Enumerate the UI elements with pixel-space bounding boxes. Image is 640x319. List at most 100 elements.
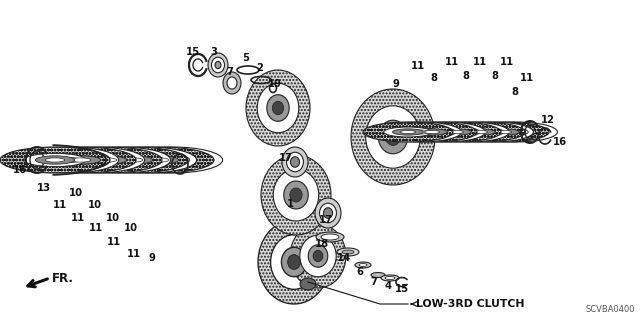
Ellipse shape [435,122,525,142]
Ellipse shape [365,106,420,168]
Ellipse shape [458,130,478,134]
Ellipse shape [379,122,461,142]
Ellipse shape [337,248,359,256]
Ellipse shape [392,129,424,135]
Ellipse shape [480,127,528,137]
Ellipse shape [159,157,184,163]
Text: 8: 8 [431,73,438,83]
Ellipse shape [323,208,333,218]
Text: 8: 8 [463,71,470,81]
Ellipse shape [273,101,284,115]
Ellipse shape [456,127,504,137]
Ellipse shape [24,153,86,167]
Ellipse shape [496,130,512,134]
Ellipse shape [424,130,440,134]
Ellipse shape [451,122,533,142]
Text: 17: 17 [279,153,293,163]
Text: 18: 18 [315,239,329,249]
Ellipse shape [408,127,456,137]
Text: 13: 13 [37,183,51,193]
Ellipse shape [459,122,549,142]
Text: 11: 11 [89,223,103,233]
Ellipse shape [273,169,319,221]
Ellipse shape [50,153,112,167]
Ellipse shape [17,147,118,173]
Text: 12: 12 [541,115,555,125]
Text: 8: 8 [511,87,518,97]
Ellipse shape [424,128,464,136]
Text: 3: 3 [211,47,218,57]
Ellipse shape [475,122,557,142]
Text: 7: 7 [227,67,234,77]
Ellipse shape [496,128,536,136]
Ellipse shape [261,155,331,235]
Ellipse shape [133,157,159,163]
Text: 11: 11 [520,73,534,83]
Ellipse shape [300,235,336,277]
Ellipse shape [315,198,341,228]
Ellipse shape [113,156,152,164]
Ellipse shape [26,147,136,173]
Ellipse shape [271,235,317,289]
Text: 16: 16 [13,165,27,175]
Ellipse shape [227,77,237,89]
Text: 11: 11 [473,57,487,67]
Ellipse shape [472,128,512,136]
Ellipse shape [211,57,225,73]
Ellipse shape [313,250,323,262]
Ellipse shape [403,122,485,142]
Text: 17: 17 [319,215,333,225]
Ellipse shape [434,130,454,134]
Ellipse shape [43,155,93,165]
Ellipse shape [71,158,91,162]
Ellipse shape [81,157,107,163]
Text: 5: 5 [243,53,250,63]
Text: 11: 11 [500,57,514,67]
Ellipse shape [149,158,169,162]
Ellipse shape [287,152,303,172]
Text: 6: 6 [356,267,364,277]
Ellipse shape [284,181,308,209]
Text: 10: 10 [69,188,83,198]
Text: 14: 14 [337,253,351,263]
Ellipse shape [300,278,316,290]
Ellipse shape [97,158,116,162]
Text: SCVBA0400: SCVBA0400 [586,305,635,314]
Ellipse shape [371,272,385,278]
Text: 15: 15 [186,47,200,57]
Ellipse shape [128,153,190,167]
Text: 7: 7 [371,277,378,287]
Ellipse shape [482,130,502,134]
Ellipse shape [123,158,143,162]
Ellipse shape [257,83,299,133]
Text: 11: 11 [127,249,141,259]
Ellipse shape [104,147,214,173]
Ellipse shape [223,72,241,94]
Ellipse shape [288,255,300,269]
Ellipse shape [246,70,310,146]
Ellipse shape [386,129,401,145]
Text: 9: 9 [148,253,156,263]
Ellipse shape [76,153,138,167]
Ellipse shape [102,153,164,167]
Text: 11: 11 [445,57,459,67]
Ellipse shape [52,147,162,173]
Text: 2: 2 [257,63,264,73]
Ellipse shape [387,122,477,142]
Ellipse shape [122,147,223,173]
Ellipse shape [355,262,371,268]
Text: 9: 9 [392,79,399,89]
Ellipse shape [267,95,289,121]
Text: 10: 10 [88,200,102,210]
Text: 19: 19 [268,79,282,89]
Ellipse shape [385,277,395,279]
Ellipse shape [359,263,367,266]
Ellipse shape [88,156,127,164]
Ellipse shape [351,89,435,185]
Ellipse shape [61,156,100,164]
Ellipse shape [363,122,453,142]
Ellipse shape [121,155,172,165]
Text: 11: 11 [411,61,425,71]
Ellipse shape [282,147,308,177]
Ellipse shape [417,129,447,135]
